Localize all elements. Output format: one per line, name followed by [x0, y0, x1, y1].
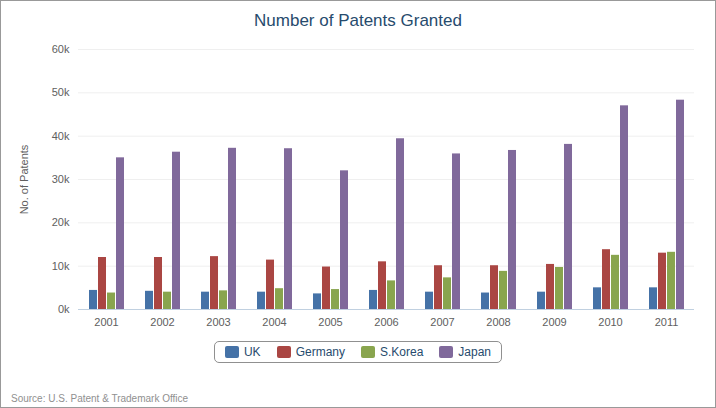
svg-text:2003: 2003	[206, 316, 230, 328]
svg-text:No. of Patents: No. of Patents	[18, 144, 30, 214]
svg-text:10k: 10k	[52, 260, 70, 272]
svg-text:2002: 2002	[150, 316, 174, 328]
html-text:S.Korea: S.Korea	[380, 345, 424, 359]
html-text:Number of Patents Granted: Number of Patents Granted	[254, 11, 462, 30]
html-text:Germany: Germany	[295, 345, 345, 359]
svg-text:2010: 2010	[598, 316, 622, 328]
svg-text:20k: 20k	[52, 216, 70, 228]
svg-text:2001: 2001	[94, 316, 118, 328]
svg-text:60k: 60k	[52, 43, 70, 55]
svg-text:2011: 2011	[655, 316, 679, 328]
svg-text:2009: 2009	[542, 316, 566, 328]
html-text:UK: UK	[244, 345, 261, 359]
svg-text:0k: 0k	[58, 303, 70, 315]
svg-text:2007: 2007	[430, 316, 454, 328]
svg-text:2004: 2004	[262, 316, 286, 328]
svg-text:40k: 40k	[52, 130, 70, 142]
svg-text:2005: 2005	[318, 316, 342, 328]
svg-text:2008: 2008	[486, 316, 510, 328]
svg-text:50k: 50k	[52, 86, 70, 98]
svg-text:2006: 2006	[374, 316, 398, 328]
svg-text:30k: 30k	[52, 173, 70, 185]
html-text:Japan: Japan	[458, 345, 491, 359]
html-text:Source: U.S. Patent & Trademar: Source: U.S. Patent & Trademark Office	[11, 393, 189, 404]
